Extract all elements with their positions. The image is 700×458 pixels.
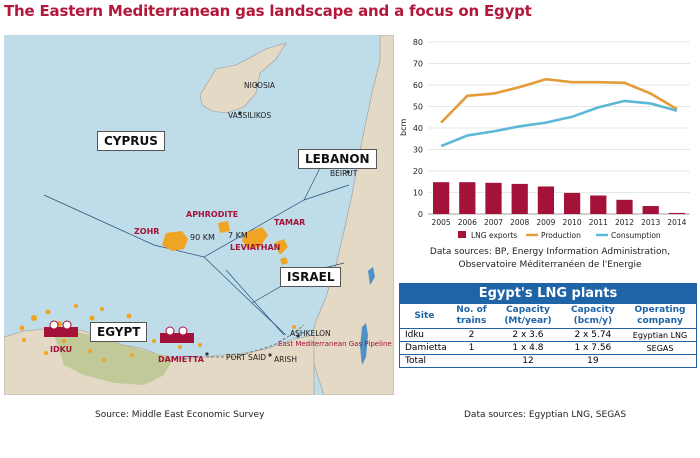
table-source: Data sources: Egyptian LNG, SEGAS	[464, 410, 627, 420]
y-tick-label: 70	[413, 60, 423, 69]
header-company: Operating company	[624, 303, 697, 329]
cell: 1 x 7.56	[561, 341, 625, 355]
cell: Idku	[399, 328, 449, 342]
nile-delta	[54, 331, 174, 385]
cell: Total	[399, 354, 449, 368]
x-tick-label: 2007	[484, 218, 503, 227]
bar	[511, 183, 528, 214]
table-row: Damietta 1 1 x 4.8 1 x 7.56 SEGAS	[399, 341, 697, 355]
cell: 1	[448, 341, 495, 355]
country-label-lebanon: LEBANON	[298, 149, 377, 169]
table-row: Idku 2 2 x 3.6 2 x 5.74 Egyptian LNG	[399, 328, 697, 342]
cell: SEGAS	[624, 341, 697, 355]
chart-source: Data sources: BP, Energy Information Adm…	[429, 247, 671, 270]
cell: 2 x 3.6	[494, 328, 562, 342]
lng-site-idku: IDKU	[50, 345, 73, 354]
x-tick-label: 2011	[589, 218, 608, 227]
field-tamar: TAMAR	[274, 218, 306, 227]
legend-label: LNG exports	[471, 231, 517, 240]
map-source: Source: Middle East Economic Survey	[95, 410, 265, 420]
bar	[537, 186, 555, 214]
levant-landmass	[311, 35, 394, 395]
city-beirut: BEIRUT	[330, 169, 358, 178]
x-tick-label: 2012	[615, 218, 634, 227]
pipeline-label: East Mediterranean Gas Pipeline	[278, 340, 392, 348]
series-line	[440, 77, 678, 124]
lng-ship-damietta	[160, 326, 194, 343]
lng-ship-idku	[44, 320, 78, 337]
x-tick-label: 2013	[641, 218, 660, 227]
y-tick-label: 20	[413, 167, 423, 176]
legend-swatch	[458, 231, 466, 238]
field-leviathan: LEVIATHAN	[230, 243, 281, 252]
cell: 12	[494, 354, 562, 368]
city-arish: ARISH	[274, 355, 297, 364]
country-label-israel: ISRAEL	[280, 267, 342, 287]
bar	[485, 182, 502, 214]
cell: Damietta	[399, 341, 449, 355]
y-tick-label: 10	[413, 189, 423, 198]
cell: 2	[448, 328, 495, 342]
y-tick-label: 0	[418, 210, 423, 219]
header-capacity-mt: Capacity (Mt/year)	[494, 303, 562, 329]
cell: Egyptian LNG	[624, 328, 697, 342]
distance-90km: 90 KM	[190, 233, 215, 242]
table-caption: Egypt's LNG plants	[399, 283, 697, 304]
city-ashkelon: ASHKELON	[290, 329, 331, 338]
country-label-egypt: EGYPT	[90, 322, 148, 342]
y-tick-label: 30	[413, 146, 423, 155]
cell	[624, 354, 697, 368]
x-tick-label: 2009	[536, 218, 555, 227]
cell: 2 x 5.74	[561, 328, 625, 342]
city-vassilikos: VASSILIKOS	[228, 111, 272, 120]
y-tick-label: 50	[413, 103, 423, 112]
map-graphic	[4, 35, 394, 395]
x-tick-label: 2010	[563, 218, 582, 227]
x-tick-label: 2006	[458, 218, 477, 227]
lng-site-damietta: DAMIETTA	[158, 355, 204, 364]
series-line	[440, 99, 678, 148]
dead-sea	[360, 323, 368, 365]
bar	[563, 192, 581, 214]
x-tick-label: 2008	[510, 218, 529, 227]
distance-7km: 7 KM	[228, 231, 248, 240]
lng-plants-table: Egypt's LNG plants Site No. of trains Ca…	[399, 283, 697, 368]
bar	[642, 206, 659, 214]
field-aphrodite: APHRODITE	[186, 210, 239, 219]
bar	[668, 212, 686, 214]
gas-chart: 0 10 20 30 40 50 60 70 80 bcm 2005 2006 2007 2008 2009…	[399, 38, 690, 240]
x-tick-label: 2005	[432, 218, 451, 227]
header-capacity-bcm: Capacity (bcm/y)	[561, 303, 625, 329]
bar	[432, 182, 450, 214]
legend-label: Production	[541, 231, 581, 240]
table-row: Total 12 19	[399, 354, 697, 368]
lake-tiberias	[368, 267, 375, 285]
header-trains: No. of trains	[448, 303, 495, 329]
bar	[590, 195, 607, 214]
city-nicosia: NICOSIA	[244, 81, 276, 90]
city-port-said: PORT SAID	[226, 353, 267, 362]
cell: 19	[561, 354, 625, 368]
page-title: The Eastern Mediterranean gas landscape …	[4, 2, 532, 20]
y-tick-label: 60	[413, 81, 423, 90]
cell: 1 x 4.8	[494, 341, 562, 355]
header-site: Site	[399, 303, 449, 329]
country-label-cyprus: CYPRUS	[97, 131, 165, 151]
field-zohr: ZOHR	[134, 227, 160, 236]
y-tick-label: 40	[413, 124, 423, 133]
pipeline-line	[206, 324, 305, 358]
legend-label: Consumption	[611, 231, 661, 240]
y-tick-label: 80	[413, 38, 423, 47]
bar	[459, 182, 476, 214]
bar	[616, 199, 633, 214]
cell	[448, 354, 495, 368]
y-axis-label: bcm	[399, 119, 408, 136]
maritime-boundaries	[43, 159, 350, 336]
gas-fields	[19, 221, 296, 362]
map-panel: CYPRUS LEBANON ISRAEL EGYPT NICOSIA VASS…	[4, 35, 394, 395]
cyprus-landmass	[199, 42, 287, 114]
x-tick-label: 2014	[667, 218, 686, 227]
